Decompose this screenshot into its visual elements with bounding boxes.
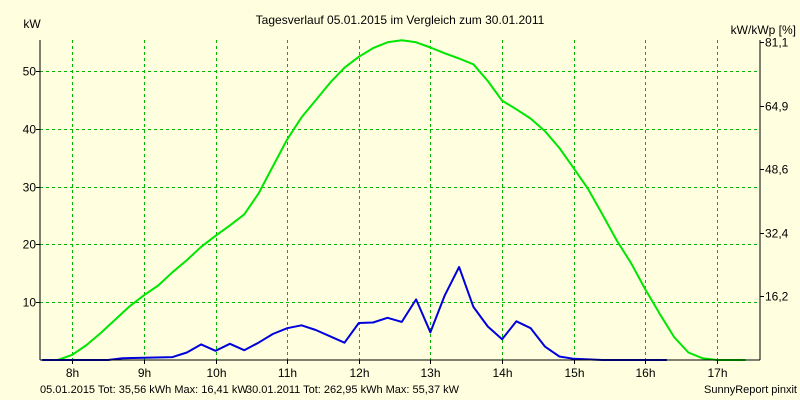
y-tick-label-left: 50: [23, 65, 37, 79]
x-tick-label: 8h: [66, 366, 79, 380]
y-tick-label-left: 20: [23, 238, 37, 252]
legend-entry-2015: 05.01.2015 Tot: 35,56 kWh Max: 16,41 kW: [40, 384, 248, 396]
chart-grid: [40, 40, 760, 360]
chart-credit: SunnyReport pinxit: [704, 384, 797, 396]
y-axis-label-left: kW: [23, 17, 41, 31]
y-tick-label-right: 64,9: [765, 100, 789, 114]
y-tick-label-right: 81,1: [765, 36, 789, 50]
y-tick-label-right: 32,4: [765, 227, 789, 241]
x-tick-label: 10h: [206, 366, 226, 380]
chart-series: [42, 39, 746, 361]
x-tick-label: 15h: [564, 366, 584, 380]
x-tick-label: 9h: [138, 366, 151, 380]
x-tick-label: 14h: [492, 366, 512, 380]
x-tick-label: 17h: [707, 366, 727, 380]
legend-entry-2011: 30.01.2011 Tot: 262,95 kWh Max: 55,37 kW: [246, 384, 460, 396]
series-line-30-01-2011: [42, 39, 746, 361]
y-tick-label-left: 10: [23, 296, 37, 310]
x-tick-label: 11h: [278, 366, 297, 380]
x-tick-label: 12h: [349, 366, 369, 380]
y-tick-label-right: 48,6: [765, 163, 789, 177]
y-tick-label-left: 30: [23, 181, 37, 195]
y-axis-label-right: kW/kWp [%]: [731, 23, 796, 37]
chart-ticks: 8h 9h 10h 11h 12h 13h 14h 15h 16h 17h 10 20 30 40 50 16…: [23, 36, 789, 381]
chart-title: Tagesverlauf 05.01.2015 im Vergleich zum…: [256, 13, 545, 27]
series-line-05-01-2015: [42, 266, 667, 361]
x-tick-label: 16h: [635, 366, 655, 380]
x-tick-label: 13h: [420, 366, 440, 380]
y-tick-label-right: 16,2: [765, 290, 789, 304]
y-tick-label-left: 40: [23, 123, 37, 137]
